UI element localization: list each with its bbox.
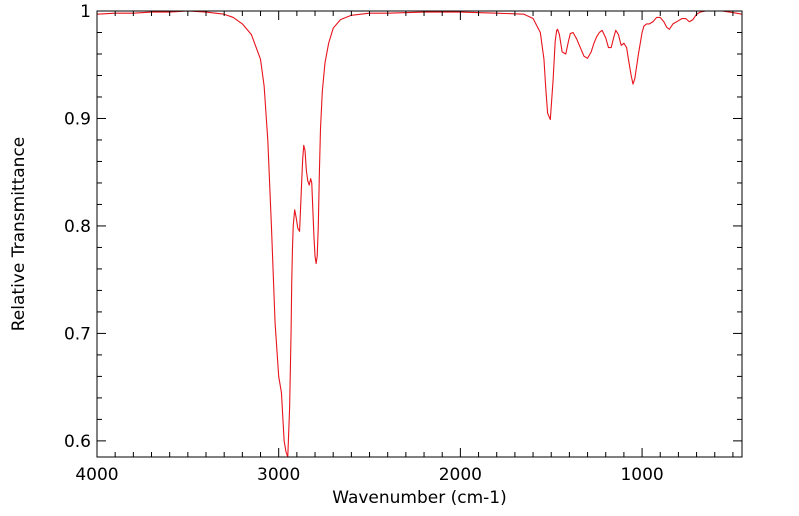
series-line-spectrum (97, 11, 742, 457)
y-axis-label: Relative Transmittance (9, 137, 29, 332)
x-tick-label: 2000 (439, 465, 482, 485)
x-axis: 4000 3000 2000 1000 (75, 11, 734, 485)
plot-area: 4000 3000 2000 1000 0.6 0.7 0.8 0.9 1 (64, 2, 743, 485)
y-tick-label: 0.6 (64, 432, 91, 452)
y-axis: 0.6 0.7 0.8 0.9 1 (64, 2, 742, 452)
y-tick-label: 0.9 (64, 109, 91, 129)
series-layer (97, 11, 742, 457)
x-axis-label: Wavenumber (cm-1) (332, 488, 507, 508)
x-tick-label: 1000 (620, 465, 663, 485)
y-tick-label: 0.8 (64, 217, 91, 237)
x-tick-label: 3000 (257, 465, 300, 485)
y-tick-label: 1 (80, 2, 91, 22)
x-tick-label: 4000 (75, 465, 118, 485)
y-tick-label: 0.7 (64, 324, 91, 344)
plot-frame (96, 10, 743, 458)
